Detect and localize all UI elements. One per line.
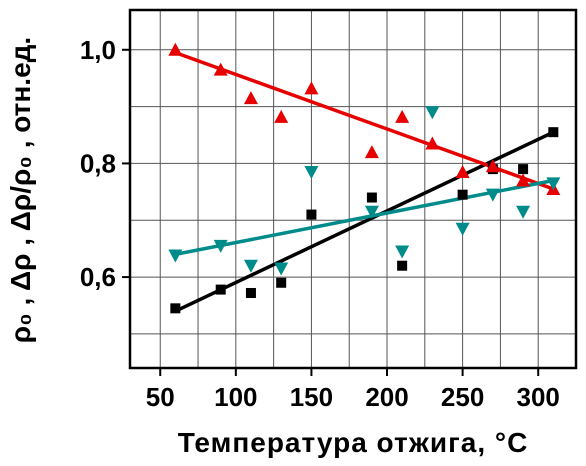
x-axis-label: Температура отжига, °С (178, 427, 529, 458)
data-point-square (397, 260, 408, 271)
data-point-square (366, 192, 377, 203)
x-tick-label: 250 (441, 382, 484, 412)
data-point-triangle-down (304, 165, 319, 179)
data-point-triangle-up (364, 145, 379, 159)
x-tick-label: 300 (517, 382, 560, 412)
y-axis-label: ρ₀ , Δρ , Δρ/ρ₀ , отн.ед. (5, 37, 36, 343)
data-point-square (245, 287, 256, 298)
data-point-square (548, 127, 559, 138)
x-tick-label: 50 (146, 382, 175, 412)
data-point-square (215, 284, 226, 295)
axis-ticks: 50 100 150 200 250 300 0,6 0,8 1,0 (80, 35, 560, 412)
data-point-triangle-down (274, 262, 289, 276)
data-point-triangle-down (364, 205, 379, 219)
data-point-triangle-down (395, 245, 410, 259)
x-tick-label: 200 (365, 382, 408, 412)
x-tick-label: 150 (290, 382, 333, 412)
data-point-triangle-up (395, 109, 410, 123)
y-tick-label: 1,0 (80, 35, 116, 65)
data-point-square (306, 209, 317, 220)
data-point-triangle-up (168, 42, 183, 56)
data-points (168, 42, 561, 314)
data-point-triangle-up (213, 62, 228, 76)
y-tick-label: 0,8 (80, 148, 116, 178)
data-point-square (170, 303, 181, 314)
data-point-triangle-down (455, 222, 470, 236)
data-point-triangle-down (213, 239, 228, 253)
data-point-triangle-up (516, 173, 531, 187)
data-point-triangle-down (425, 106, 440, 120)
y-tick-label: 0,6 (80, 262, 116, 292)
data-point-triangle-up (274, 109, 289, 123)
data-point-triangle-down (546, 177, 561, 191)
x-tick-label: 100 (214, 382, 257, 412)
fit-lines (174, 50, 555, 313)
data-point-square (276, 277, 287, 288)
data-point-triangle-up (455, 164, 470, 178)
data-point-square (457, 189, 468, 200)
data-point-triangle-down (168, 249, 183, 263)
data-point-square (518, 164, 529, 175)
data-point-triangle-down (516, 205, 531, 219)
data-point-triangle-up (425, 136, 440, 150)
data-point-triangle-up (485, 159, 500, 173)
plot-frame (128, 8, 578, 370)
data-point-triangle-up (243, 91, 258, 105)
data-point-triangle-down (485, 188, 500, 202)
data-point-triangle-up (304, 81, 319, 95)
fit-line (174, 130, 555, 313)
data-point-triangle-down (243, 259, 258, 273)
